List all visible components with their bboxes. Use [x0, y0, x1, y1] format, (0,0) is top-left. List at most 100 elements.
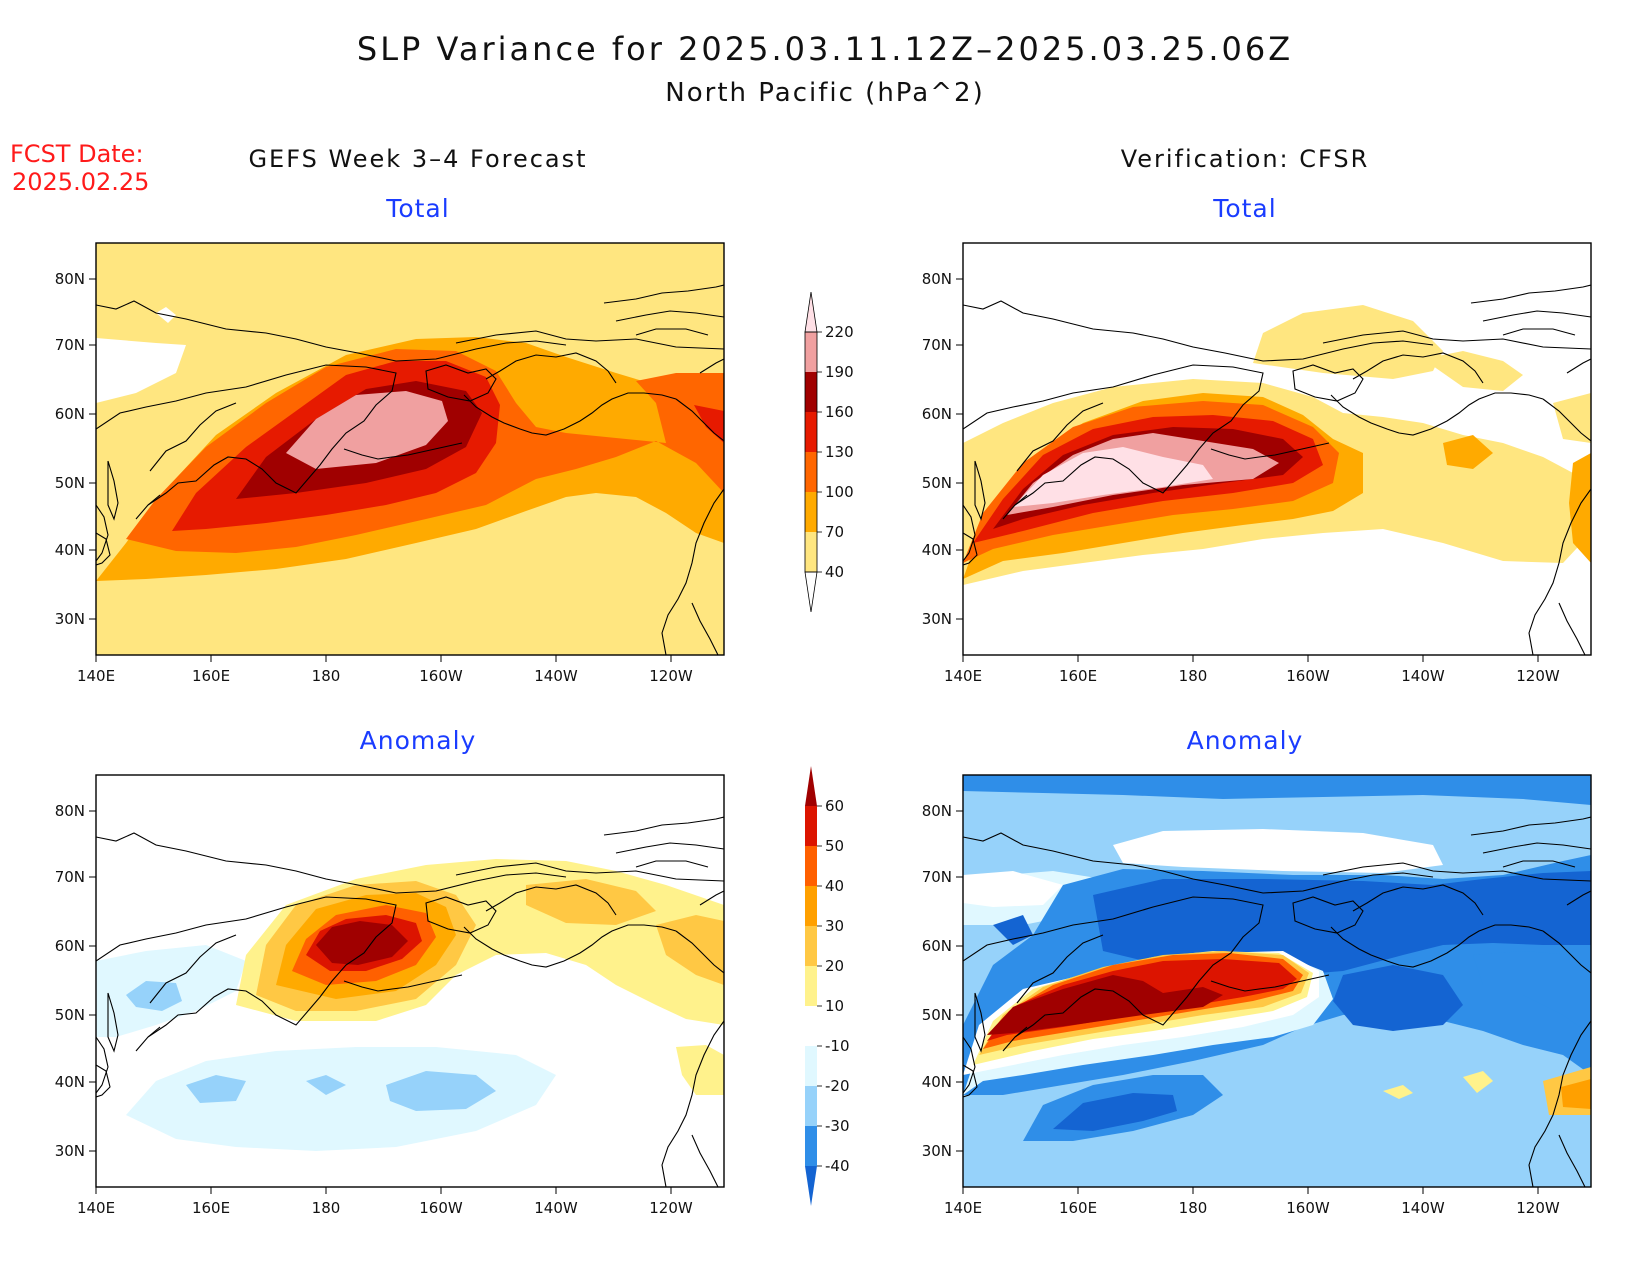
- lat-tick-label-forecast-anomaly: 70N: [55, 868, 85, 886]
- lon-tick-label-forecast-total: 140W: [534, 667, 578, 685]
- colorbar-anomaly-bottom-arrow: [805, 1166, 817, 1206]
- lat-tick-label-forecast-total: 30N: [55, 610, 85, 628]
- lon-tick-label-forecast-anomaly: 180: [312, 1199, 341, 1217]
- colorbar-anomaly-label: 20: [825, 957, 844, 975]
- colorbar-total-label: 100: [825, 483, 854, 501]
- colorbar-total-label: 220: [825, 323, 854, 341]
- lat-tick-label-verification-anomaly: 50N: [922, 1006, 952, 1024]
- colorbar-total-bottom-arrow: [804, 571, 818, 613]
- colorbar-total-swatch: [805, 332, 817, 372]
- lon-tick-label-verification-total: 140E: [944, 667, 982, 685]
- lon-tick-label-verification-total: 120W: [1516, 667, 1560, 685]
- colorbar-anomaly-swatch: [805, 1086, 817, 1126]
- lat-tick-label-verification-anomaly: 40N: [922, 1073, 952, 1091]
- lon-tick-label-forecast-total: 140E: [77, 667, 115, 685]
- lat-tick-label-forecast-total: 50N: [55, 474, 85, 492]
- colorbar-anomaly-top-arrow: [805, 766, 817, 806]
- lat-tick-label-verification-total: 40N: [922, 541, 952, 559]
- lon-tick-label-verification-anomaly: 160W: [1286, 1199, 1330, 1217]
- panel-title-forecast-anomaly: Anomaly: [359, 726, 477, 755]
- lat-tick-label-forecast-anomaly: 30N: [55, 1142, 85, 1160]
- lat-tick-label-verification-anomaly: 60N: [922, 937, 952, 955]
- fcst-date: 2025.02.25: [12, 168, 150, 196]
- panel-title-verification-anomaly: Anomaly: [1186, 726, 1304, 755]
- main-title: SLP Variance for 2025.03.11.12Z–2025.03.…: [356, 30, 1294, 68]
- colorbar-anomaly-swatch: [805, 886, 817, 926]
- lon-tick-label-forecast-anomaly: 160E: [192, 1199, 230, 1217]
- colorbar-anomaly-swatch: [805, 1006, 817, 1046]
- colorbar-anomaly-label: -20: [825, 1077, 850, 1095]
- panel-title-verification-total: Total: [1213, 194, 1277, 223]
- colorbar-anomaly-label: 40: [825, 877, 844, 895]
- lat-tick-label-forecast-total: 70N: [55, 336, 85, 354]
- lon-tick-label-verification-total: 140W: [1401, 667, 1445, 685]
- lon-tick-label-forecast-anomaly: 160W: [419, 1199, 463, 1217]
- lat-tick-label-forecast-anomaly: 40N: [55, 1073, 85, 1091]
- colorbar-total-swatch: [805, 532, 817, 572]
- colorbar-anomaly-swatch: [805, 806, 817, 846]
- colorbar-total-swatch: [805, 452, 817, 492]
- lat-tick-label-forecast-anomaly: 60N: [55, 937, 85, 955]
- colorbar-anomaly-swatch: [805, 846, 817, 886]
- lat-tick-label-verification-total: 50N: [922, 474, 952, 492]
- map-forecast-anomaly: [95, 774, 725, 1188]
- colorbar-anomaly: -40 -30 -20 -10 10 20 30 40 50 60: [805, 766, 850, 1206]
- colorbar-total-label: 130: [825, 443, 854, 461]
- lon-tick-label-forecast-anomaly: 140W: [534, 1199, 578, 1217]
- colorbar-anomaly-swatch: [805, 1046, 817, 1086]
- lat-tick-label-verification-total: 70N: [922, 336, 952, 354]
- column-title-verification: Verification: CFSR: [1120, 145, 1370, 173]
- colorbar-total: 40 70 100 130 160 190 220: [804, 291, 854, 613]
- lat-tick-label-forecast-total: 60N: [55, 405, 85, 423]
- lat-tick-label-forecast-total: 80N: [55, 270, 85, 288]
- lon-tick-label-verification-anomaly: 160E: [1059, 1199, 1097, 1217]
- colorbar-anomaly-swatch: [805, 1126, 817, 1166]
- colorbar-total-swatch: [805, 412, 817, 452]
- column-title-forecast: GEFS Week 3–4 Forecast: [248, 145, 588, 173]
- colorbar-total-label: 70: [825, 523, 844, 541]
- lat-tick-label-forecast-anomaly: 50N: [55, 1006, 85, 1024]
- colorbar-anomaly-label: 30: [825, 917, 844, 935]
- colorbar-total-label: 190: [825, 363, 854, 381]
- lon-tick-label-forecast-total: 160E: [192, 667, 230, 685]
- colorbar-anomaly-label: -10: [825, 1037, 850, 1055]
- panel-title-forecast-total: Total: [386, 194, 450, 223]
- map-verification-anomaly: [962, 774, 1592, 1188]
- lon-tick-label-verification-anomaly: 120W: [1516, 1199, 1560, 1217]
- lat-tick-label-forecast-total: 40N: [55, 541, 85, 559]
- colorbar-total-label: 40: [825, 563, 844, 581]
- lon-tick-label-forecast-anomaly: 120W: [649, 1199, 693, 1217]
- lat-tick-label-verification-total: 80N: [922, 270, 952, 288]
- fcst-label: FCST Date:: [10, 140, 144, 168]
- main-subtitle: North Pacific (hPa^2): [665, 78, 985, 108]
- lat-tick-label-forecast-anomaly: 80N: [55, 802, 85, 820]
- colorbar-total-swatch: [805, 492, 817, 532]
- colorbar-anomaly-label: -30: [825, 1117, 850, 1135]
- colorbar-total-label: 160: [825, 403, 854, 421]
- lon-tick-label-verification-anomaly: 180: [1179, 1199, 1208, 1217]
- lon-tick-label-verification-anomaly: 140W: [1401, 1199, 1445, 1217]
- lon-tick-label-forecast-total: 180: [312, 667, 341, 685]
- lon-tick-label-verification-total: 160W: [1286, 667, 1330, 685]
- lon-tick-label-forecast-anomaly: 140E: [77, 1199, 115, 1217]
- lat-tick-label-verification-anomaly: 70N: [922, 868, 952, 886]
- lon-tick-label-forecast-total: 160W: [419, 667, 463, 685]
- lat-tick-label-verification-total: 60N: [922, 405, 952, 423]
- colorbar-total-swatch: [805, 372, 817, 412]
- colorbar-anomaly-swatch: [805, 926, 817, 966]
- colorbar-anomaly-label: 10: [825, 997, 844, 1015]
- map-forecast-total: [95, 242, 725, 656]
- colorbar-anomaly-swatch: [805, 966, 817, 1006]
- lat-tick-label-verification-anomaly: 30N: [922, 1142, 952, 1160]
- axes-layer: 140E 160E 180 160W 140W 120W 30N 40N 50N 60N 70N 80…: [55, 270, 1560, 1217]
- colorbar-anomaly-label: 50: [825, 837, 844, 855]
- colorbar-total-top-arrow: [804, 291, 818, 333]
- lat-tick-label-verification-total: 30N: [922, 610, 952, 628]
- lon-tick-label-verification-total: 160E: [1059, 667, 1097, 685]
- lat-tick-label-verification-anomaly: 80N: [922, 802, 952, 820]
- colorbar-anomaly-label: 60: [825, 797, 844, 815]
- lon-tick-label-forecast-total: 120W: [649, 667, 693, 685]
- lon-tick-label-verification-anomaly: 140E: [944, 1199, 982, 1217]
- lon-tick-label-verification-total: 180: [1179, 667, 1208, 685]
